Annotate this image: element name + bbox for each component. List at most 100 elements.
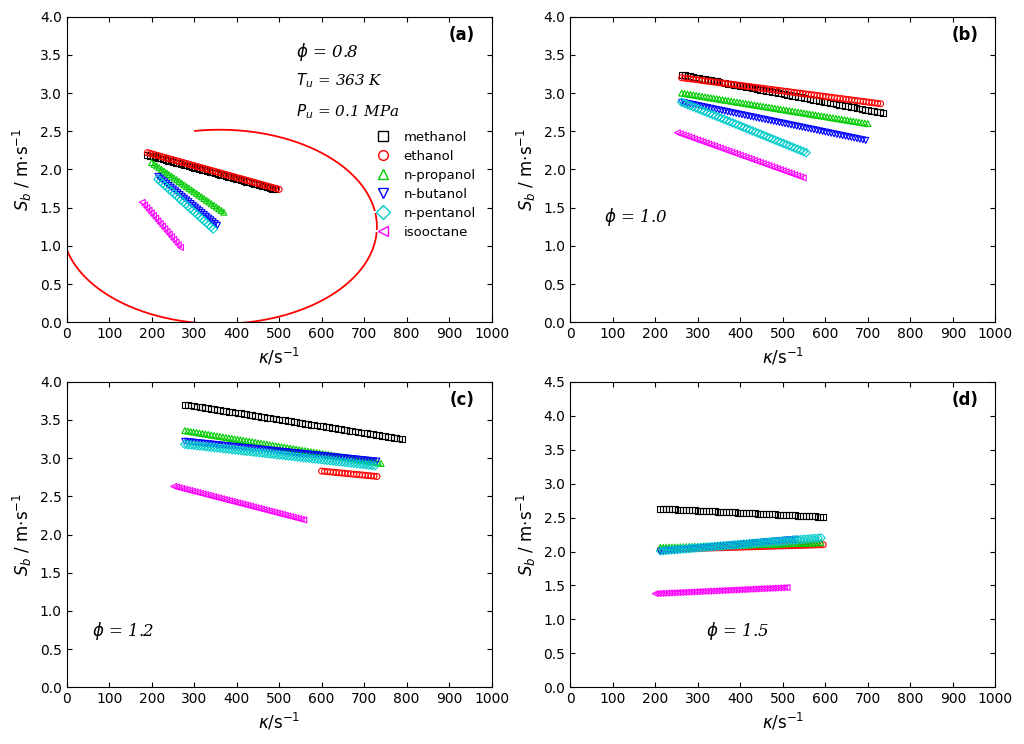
Point [724, 539, 740, 551]
Point [809, 124, 825, 136]
Point [691, 72, 708, 84]
Point [207, 167, 223, 179]
Point [790, 537, 806, 549]
Point [698, 505, 715, 517]
Text: (a): (a) [449, 26, 475, 44]
Point [191, 163, 208, 175]
Point [301, 452, 317, 464]
Point [319, 466, 336, 478]
Point [740, 538, 757, 550]
Point [152, 150, 168, 162]
Point [692, 135, 709, 147]
Point [746, 99, 763, 111]
Point [795, 121, 811, 133]
Point [328, 466, 344, 478]
Point [190, 437, 207, 449]
Point [682, 71, 698, 83]
Point [767, 86, 783, 98]
Point [238, 499, 254, 511]
Point [278, 450, 294, 462]
Point [729, 96, 745, 108]
Point [675, 543, 691, 555]
Point [186, 486, 203, 498]
Point [264, 440, 281, 452]
Point [238, 176, 254, 187]
Point [354, 458, 371, 470]
Point [755, 540, 771, 552]
Point [872, 97, 889, 109]
Point [738, 539, 755, 551]
Point [215, 405, 231, 417]
Point [804, 537, 820, 549]
Point [674, 68, 690, 80]
Point [767, 538, 783, 550]
Point [664, 545, 680, 557]
Point [684, 504, 700, 516]
Point [678, 586, 694, 598]
Point [254, 179, 270, 190]
Point [146, 149, 163, 161]
Point [673, 543, 689, 555]
Point [189, 487, 206, 498]
Point [793, 92, 809, 103]
Point [391, 432, 408, 444]
Point [288, 512, 304, 524]
Point [152, 172, 168, 184]
Point [774, 117, 791, 129]
Point [772, 540, 788, 552]
Point [699, 75, 716, 87]
Point [758, 540, 774, 552]
Point [696, 106, 713, 118]
Point [364, 460, 380, 472]
Point [176, 438, 193, 450]
Point [775, 164, 792, 176]
Point [820, 126, 837, 138]
Point [686, 133, 702, 145]
Point [703, 540, 720, 552]
Point [360, 455, 377, 466]
Point [190, 161, 207, 173]
Point [214, 439, 230, 451]
X-axis label: $\kappa$/s$^{-1}$: $\kappa$/s$^{-1}$ [258, 712, 300, 733]
Point [855, 95, 871, 107]
Point [848, 102, 864, 114]
Point [289, 447, 305, 459]
Point [182, 436, 199, 448]
Point [796, 146, 812, 158]
Point [784, 538, 801, 550]
Point [759, 583, 775, 594]
Point [717, 77, 733, 89]
Point [746, 539, 763, 551]
Point [786, 106, 803, 118]
Point [193, 161, 209, 173]
Point [709, 75, 725, 87]
Point [194, 164, 210, 176]
Point [769, 103, 785, 115]
Point [771, 117, 787, 129]
Point [689, 504, 706, 516]
Point [838, 130, 854, 142]
Point [841, 94, 857, 106]
Point [180, 200, 197, 212]
Point [735, 539, 752, 551]
Point [863, 97, 880, 109]
Point [251, 179, 267, 191]
Point [708, 110, 724, 122]
Point [730, 539, 746, 551]
Point [755, 100, 771, 112]
Point [710, 540, 726, 552]
Point [822, 97, 839, 109]
Point [709, 585, 725, 597]
Point [721, 539, 737, 551]
Point [241, 176, 257, 188]
Point [744, 125, 761, 137]
Point [700, 138, 717, 150]
Point [166, 188, 182, 200]
Point [655, 542, 672, 554]
Point [191, 205, 208, 217]
Point [212, 167, 228, 179]
Point [251, 446, 267, 458]
Point [764, 536, 780, 548]
Point [150, 215, 166, 227]
Point [205, 223, 221, 235]
